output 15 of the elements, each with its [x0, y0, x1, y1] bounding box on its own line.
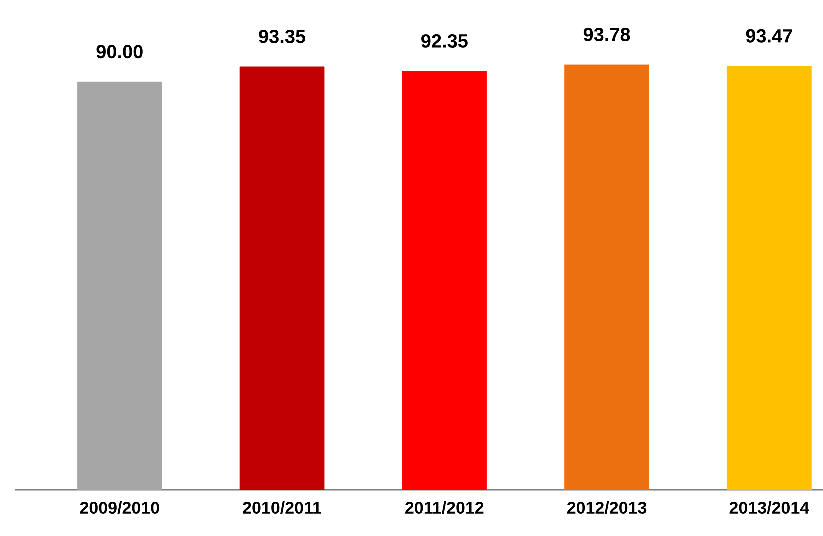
- bar: [727, 66, 812, 490]
- x-tick-label: 2010/2011: [243, 502, 322, 514]
- bar: [564, 64, 650, 490]
- data-label: 93.35: [259, 30, 306, 44]
- x-tick-label: 2011/2012: [406, 502, 484, 514]
- x-tick-label: 2012/2013: [567, 502, 647, 514]
- x-tick-label: 2009/2010: [80, 502, 160, 514]
- bar: [240, 66, 325, 490]
- x-tick-label: 2013/2014: [730, 502, 810, 514]
- bar: [402, 71, 488, 490]
- data-label: 90.00: [96, 45, 143, 59]
- bar: [77, 82, 162, 490]
- data-label: 93.47: [746, 29, 792, 43]
- data-label: 92.35: [422, 34, 468, 48]
- data-label: 93.78: [584, 28, 630, 42]
